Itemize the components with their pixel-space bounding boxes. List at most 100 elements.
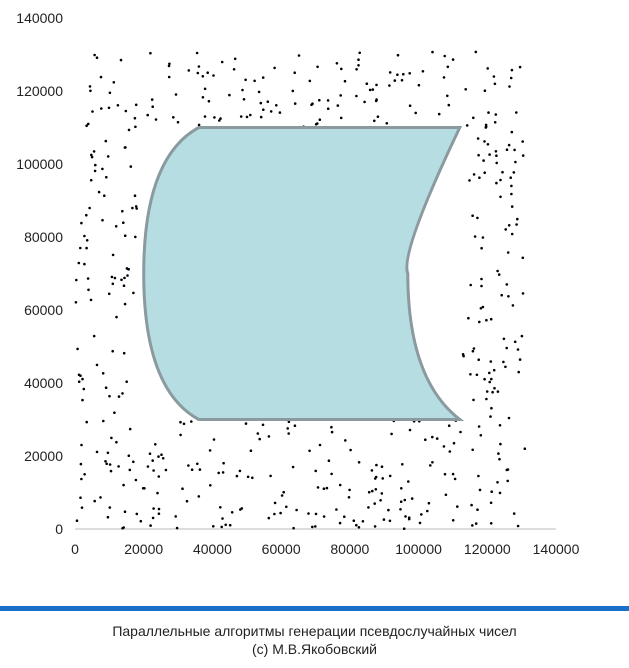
scatter-point xyxy=(80,506,84,510)
scatter-point xyxy=(220,60,224,64)
scatter-point xyxy=(496,269,499,273)
scatter-point xyxy=(245,115,249,119)
scatter-point xyxy=(476,508,479,512)
scatter-point xyxy=(221,517,224,520)
scatter-point xyxy=(448,450,452,453)
scatter-point xyxy=(355,523,358,527)
scatter-point xyxy=(208,449,212,452)
scatter-point xyxy=(435,437,439,440)
footer: Параллельные алгоритмы генерации псевдос… xyxy=(0,622,629,658)
scatter-point xyxy=(196,71,200,75)
scatter-point xyxy=(123,302,127,306)
scatter-point xyxy=(376,115,380,118)
scatter-point xyxy=(505,468,509,472)
scatter-point xyxy=(365,82,369,85)
scatter-point xyxy=(104,139,108,143)
scatter-point xyxy=(510,68,514,72)
scatter-point xyxy=(105,462,108,466)
scatter-point xyxy=(485,318,488,322)
scatter-point xyxy=(266,100,270,103)
scatter-point xyxy=(107,106,111,110)
scatter-point xyxy=(493,82,497,86)
scatter-point xyxy=(498,424,502,427)
scatter-point xyxy=(123,234,127,237)
scatter-point xyxy=(380,465,384,469)
scatter-point xyxy=(523,447,527,451)
scatter-point xyxy=(117,465,120,468)
scatter-point xyxy=(485,390,489,393)
scatter-point xyxy=(505,346,509,350)
scatter-point xyxy=(161,457,165,460)
footer-copyright: (c) М.В.Якобовский xyxy=(251,641,378,657)
scatter-point xyxy=(335,508,338,511)
scatter-point xyxy=(111,349,114,353)
scatter-point xyxy=(156,491,159,495)
scatter-point xyxy=(339,94,343,97)
scatter-point xyxy=(494,150,498,153)
scatter-point xyxy=(516,348,520,351)
scatter-point xyxy=(127,128,131,132)
scatter-point xyxy=(127,454,131,458)
scatter-point xyxy=(481,305,485,309)
scatter-point xyxy=(81,377,84,381)
scatter-point xyxy=(106,451,110,455)
scatter-point xyxy=(112,81,116,84)
scatter-point xyxy=(452,441,456,445)
scatter-point xyxy=(185,499,189,503)
scatter-point xyxy=(119,58,123,62)
scatter-point xyxy=(502,360,505,364)
scatter-point xyxy=(278,111,282,114)
scatter-point xyxy=(133,194,137,197)
scatter-point xyxy=(128,427,132,431)
scatter-point xyxy=(224,523,227,527)
scatter-point xyxy=(116,104,120,107)
scatter-point xyxy=(471,524,474,527)
scatter-point xyxy=(367,506,370,509)
scatter-point xyxy=(154,443,157,446)
scatter-point xyxy=(505,283,509,286)
scatter-point xyxy=(197,123,201,127)
scatter-point xyxy=(197,495,201,498)
y-tick-label: 100000 xyxy=(16,156,63,172)
scatter-point xyxy=(513,340,517,344)
scatter-point xyxy=(141,487,145,490)
scatter-point xyxy=(478,488,482,492)
scatter-point xyxy=(370,469,374,472)
scatter-point xyxy=(291,465,295,469)
scatter-point xyxy=(134,205,138,208)
scatter-point xyxy=(121,392,124,395)
scatter-point xyxy=(104,460,107,463)
scatter-point xyxy=(506,479,510,483)
scatter-point xyxy=(113,276,117,280)
scatter-point xyxy=(470,503,473,507)
scatter-point xyxy=(157,455,160,458)
scatter-point xyxy=(373,119,376,123)
scatter-point xyxy=(388,519,392,523)
scatter-point xyxy=(110,436,113,440)
scatter-point xyxy=(259,115,263,119)
scatter-point xyxy=(79,246,82,250)
scatter-point xyxy=(249,449,253,453)
scatter-point xyxy=(93,169,97,173)
scatter-point xyxy=(217,471,220,475)
scatter-point xyxy=(513,148,516,152)
scatter-point xyxy=(122,351,126,355)
scatter-point xyxy=(132,291,135,295)
scatter-chart: 0 20000 40000 60000 80000 100000 120000 140000 … xyxy=(16,10,579,557)
scatter-point xyxy=(357,526,361,529)
scatter-point xyxy=(123,276,126,280)
scatter-point xyxy=(92,334,96,338)
scatter-point xyxy=(285,505,288,509)
y-tick-label: 120000 xyxy=(16,83,63,99)
scatter-point xyxy=(486,143,490,146)
scatter-point xyxy=(476,216,479,220)
scatter-point xyxy=(375,98,378,101)
scatter-point xyxy=(124,109,128,113)
scatter-point xyxy=(516,217,519,221)
scatter-point xyxy=(512,512,516,515)
y-tick-label: 40000 xyxy=(24,375,63,391)
scatter-point xyxy=(347,496,351,499)
scatter-point xyxy=(510,205,514,208)
scatter-point xyxy=(93,53,96,57)
scatter-point xyxy=(488,380,492,384)
